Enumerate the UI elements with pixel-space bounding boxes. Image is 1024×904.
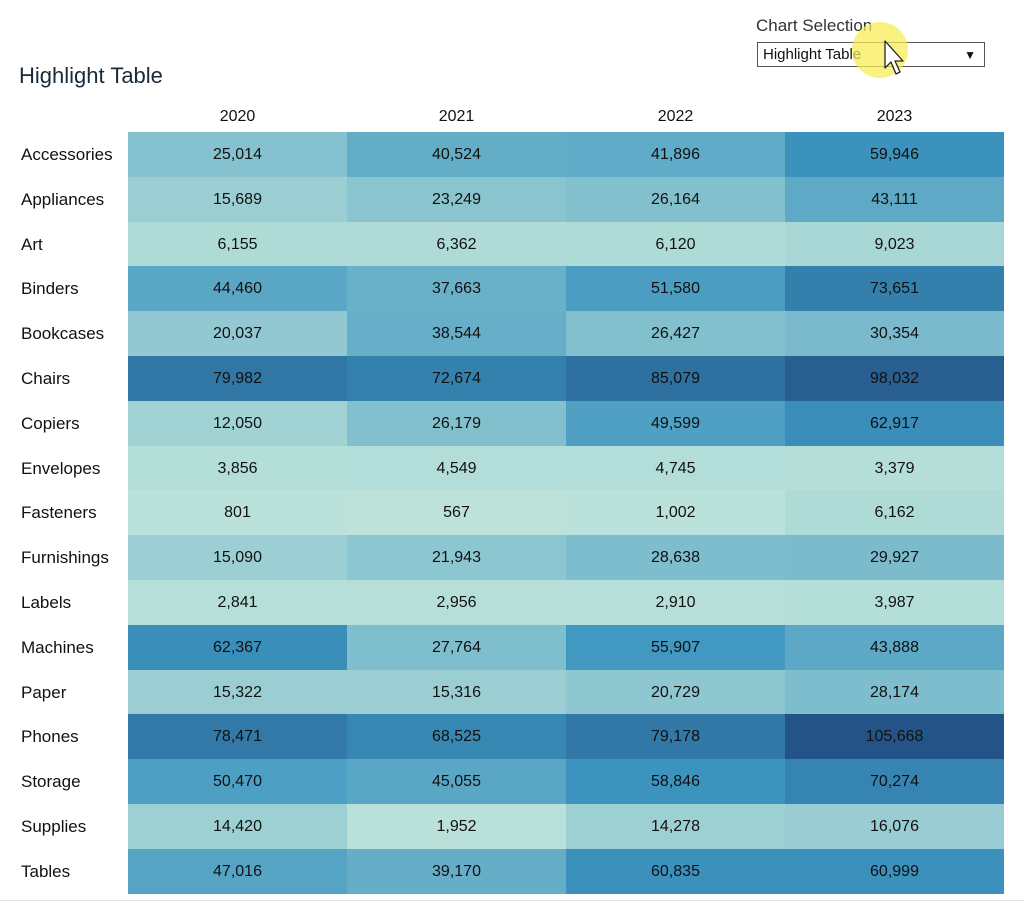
- row-label-tables: Tables: [21, 862, 71, 881]
- table-cell[interactable]: 15,316: [347, 670, 566, 714]
- table-cell[interactable]: 6,162: [785, 490, 1004, 535]
- table-cell[interactable]: 26,427: [566, 311, 785, 356]
- table-cell[interactable]: 15,090: [128, 535, 347, 580]
- table-cell[interactable]: 51,580: [566, 266, 785, 311]
- table-cell[interactable]: 44,460: [128, 266, 347, 311]
- table-cell[interactable]: 43,888: [785, 625, 1004, 670]
- table-cell[interactable]: 72,674: [347, 356, 566, 401]
- row-label-phones: Phones: [21, 727, 79, 746]
- table-cell[interactable]: 60,999: [785, 849, 1004, 894]
- table-cell[interactable]: 62,367: [128, 625, 347, 670]
- table-cell[interactable]: 801: [128, 490, 347, 535]
- table-cell[interactable]: 20,037: [128, 311, 347, 356]
- table-cell[interactable]: 27,764: [347, 625, 566, 670]
- table-cell[interactable]: 2,841: [128, 580, 347, 625]
- table-cell[interactable]: 28,174: [785, 670, 1004, 714]
- table-cell[interactable]: 25,014: [128, 132, 347, 177]
- table-cell[interactable]: 55,907: [566, 625, 785, 670]
- table-cell[interactable]: 29,927: [785, 535, 1004, 580]
- table-cell[interactable]: 60,835: [566, 849, 785, 894]
- table-cell[interactable]: 26,164: [566, 177, 785, 222]
- table-cell[interactable]: 3,379: [785, 446, 1004, 490]
- table-cell[interactable]: 26,179: [347, 401, 566, 446]
- table-cell[interactable]: 15,322: [128, 670, 347, 714]
- table-cell[interactable]: 73,651: [785, 266, 1004, 311]
- column-header-2020: 2020: [219, 108, 256, 125]
- row-label-storage: Storage: [21, 772, 81, 791]
- table-cell[interactable]: 49,599: [566, 401, 785, 446]
- table-cell[interactable]: 2,910: [566, 580, 785, 625]
- row-label-labels: Labels: [21, 593, 72, 612]
- table-cell[interactable]: 38,544: [347, 311, 566, 356]
- table-cell[interactable]: 62,917: [785, 401, 1004, 446]
- table-cell[interactable]: 79,982: [128, 356, 347, 401]
- row-label-accessories: Accessories: [21, 145, 113, 164]
- table-cell[interactable]: 43,111: [785, 177, 1004, 222]
- row-label-supplies: Supplies: [21, 817, 87, 836]
- row-label-envelopes: Envelopes: [21, 459, 101, 478]
- column-header-2022: 2022: [657, 108, 694, 125]
- row-label-appliances: Appliances: [21, 190, 105, 209]
- table-cell[interactable]: 39,170: [347, 849, 566, 894]
- table-cell[interactable]: 78,471: [128, 714, 347, 759]
- row-label-fasteners: Fasteners: [21, 503, 97, 522]
- table-cell[interactable]: 12,050: [128, 401, 347, 446]
- table-cell[interactable]: 3,856: [128, 446, 347, 490]
- table-cell[interactable]: 14,278: [566, 804, 785, 849]
- table-cell[interactable]: 15,689: [128, 177, 347, 222]
- table-cell[interactable]: 45,055: [347, 759, 566, 804]
- table-cell[interactable]: 79,178: [566, 714, 785, 759]
- table-cell[interactable]: 4,549: [347, 446, 566, 490]
- table-cell[interactable]: 50,470: [128, 759, 347, 804]
- table-cell[interactable]: 6,120: [566, 222, 785, 266]
- table-cell[interactable]: 105,668: [785, 714, 1004, 759]
- table-cell[interactable]: 6,362: [347, 222, 566, 266]
- row-label-chairs: Chairs: [21, 369, 71, 388]
- table-cell[interactable]: 9,023: [785, 222, 1004, 266]
- table-cell[interactable]: 47,016: [128, 849, 347, 894]
- bottom-divider: [0, 900, 1024, 901]
- column-header-2021: 2021: [438, 108, 475, 125]
- row-label-copiers: Copiers: [21, 414, 80, 433]
- row-label-bookcases: Bookcases: [21, 324, 105, 343]
- table-cell[interactable]: 59,946: [785, 132, 1004, 177]
- chart-title: Highlight Table: [19, 63, 163, 88]
- table-cell[interactable]: 58,846: [566, 759, 785, 804]
- table-cell[interactable]: 70,274: [785, 759, 1004, 804]
- chevron-down-icon[interactable]: ▼: [964, 48, 976, 62]
- row-label-paper: Paper: [21, 683, 67, 702]
- chart-selection-dropdown[interactable]: Highlight Table ▼: [757, 42, 985, 67]
- table-cell[interactable]: 2,956: [347, 580, 566, 625]
- chart-selection-label: Chart Selection: [756, 16, 873, 35]
- row-label-furnishings: Furnishings: [21, 548, 109, 567]
- table-cell[interactable]: 4,745: [566, 446, 785, 490]
- table-cell[interactable]: 567: [347, 490, 566, 535]
- table-cell[interactable]: 14,420: [128, 804, 347, 849]
- table-cell[interactable]: 40,524: [347, 132, 566, 177]
- table-cell[interactable]: 6,155: [128, 222, 347, 266]
- row-label-machines: Machines: [21, 638, 94, 657]
- column-header-2023: 2023: [876, 108, 913, 125]
- table-cell[interactable]: 30,354: [785, 311, 1004, 356]
- table-cell[interactable]: 37,663: [347, 266, 566, 311]
- table-cell[interactable]: 1,952: [347, 804, 566, 849]
- table-cell[interactable]: 23,249: [347, 177, 566, 222]
- table-cell[interactable]: 3,987: [785, 580, 1004, 625]
- table-cell[interactable]: 68,525: [347, 714, 566, 759]
- chart-selection-value: Highlight Table: [763, 46, 862, 63]
- row-label-art: Art: [21, 235, 43, 254]
- table-cell[interactable]: 16,076: [785, 804, 1004, 849]
- table-cell[interactable]: 85,079: [566, 356, 785, 401]
- table-cell[interactable]: 21,943: [347, 535, 566, 580]
- table-cell[interactable]: 1,002: [566, 490, 785, 535]
- table-cell[interactable]: 41,896: [566, 132, 785, 177]
- row-label-binders: Binders: [21, 279, 79, 298]
- table-cell[interactable]: 20,729: [566, 670, 785, 714]
- table-cell[interactable]: 98,032: [785, 356, 1004, 401]
- table-cell[interactable]: 28,638: [566, 535, 785, 580]
